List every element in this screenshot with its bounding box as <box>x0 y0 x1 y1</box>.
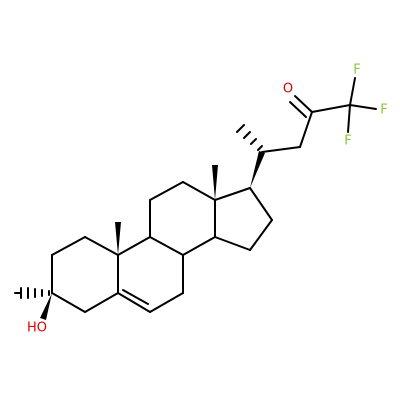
atom-label: F <box>380 103 387 118</box>
atom-label: F <box>353 63 360 78</box>
atom-label: HO <box>27 321 47 336</box>
wedge-bond <box>40 293 52 320</box>
wedge-bond <box>250 151 265 188</box>
hashed-bond <box>236 124 263 151</box>
wedge-bond <box>212 165 218 200</box>
bonds <box>14 77 377 320</box>
wedge-bond <box>115 222 121 255</box>
atom-label: F <box>344 134 351 149</box>
hashed-bond <box>20 287 50 299</box>
atom-label: O <box>283 82 293 97</box>
